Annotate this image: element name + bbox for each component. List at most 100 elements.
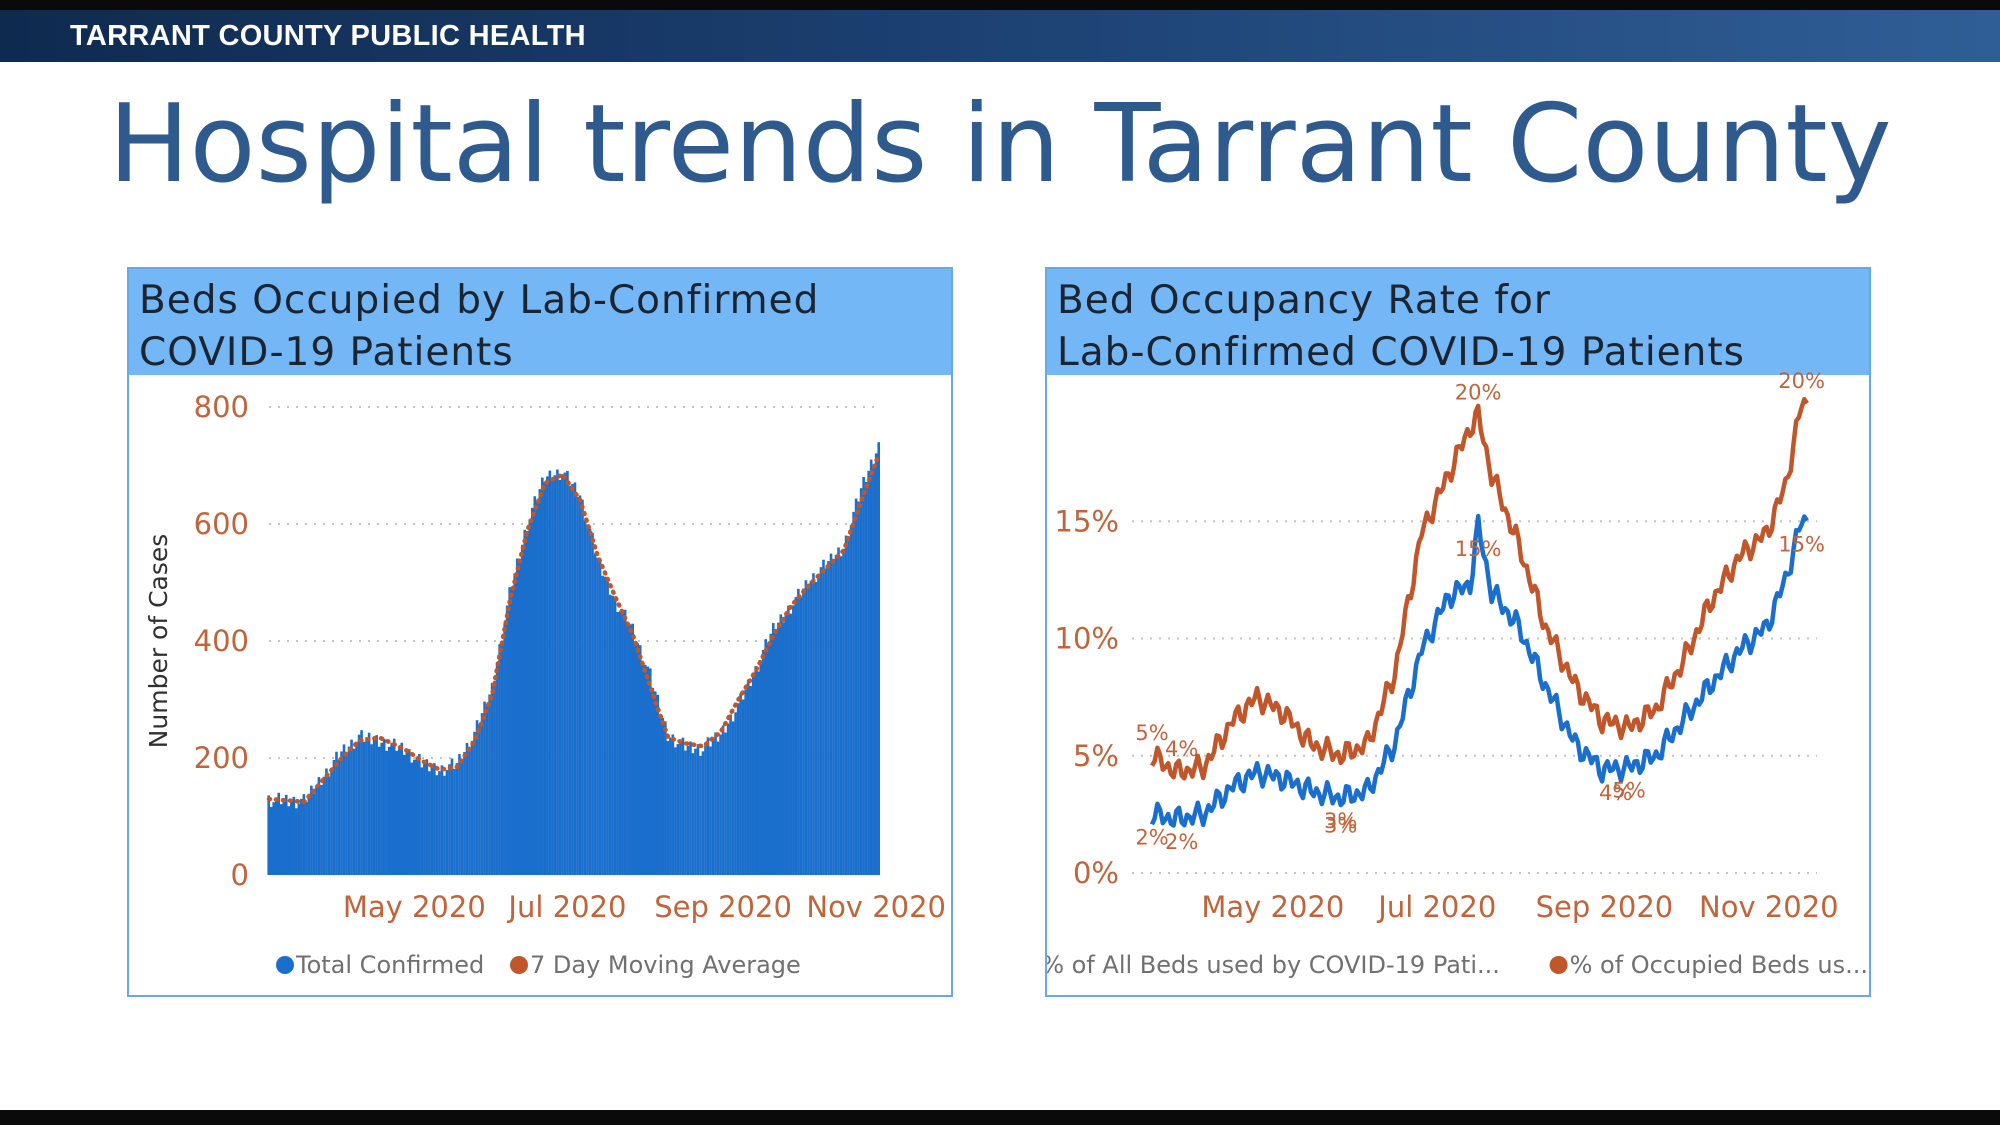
bar	[310, 785, 313, 875]
bar	[874, 453, 878, 875]
y-tick-label: 200	[194, 741, 249, 775]
bar	[495, 662, 499, 875]
y-tick-label: 10%	[1055, 622, 1119, 656]
bar	[385, 750, 388, 875]
data-label: 4%	[1599, 781, 1632, 805]
bar	[844, 535, 848, 875]
bar	[546, 476, 549, 875]
bar	[305, 802, 308, 875]
bar	[365, 737, 368, 875]
bar	[473, 731, 476, 875]
bar	[332, 759, 336, 875]
bar	[510, 588, 514, 875]
bar	[387, 746, 391, 875]
bar	[704, 744, 707, 875]
bar	[297, 803, 301, 875]
bar	[500, 642, 504, 875]
bar	[320, 784, 323, 875]
data-label: 5%	[1135, 721, 1168, 745]
bar	[528, 519, 532, 875]
bar	[543, 482, 547, 875]
bar	[455, 763, 459, 875]
bar	[711, 739, 715, 875]
bar	[626, 625, 629, 875]
bar	[759, 660, 763, 875]
bar	[355, 741, 358, 875]
bar	[779, 614, 783, 875]
bar	[488, 694, 491, 875]
bar	[433, 763, 436, 875]
bar	[731, 721, 735, 875]
bar	[764, 639, 768, 875]
bar	[782, 622, 785, 875]
bar	[360, 730, 363, 875]
bar	[463, 752, 466, 875]
bar	[395, 750, 399, 875]
bar	[854, 498, 858, 875]
bar	[267, 795, 270, 875]
bar	[633, 641, 637, 875]
bar	[485, 706, 489, 875]
bar	[407, 749, 411, 875]
bar	[774, 630, 778, 875]
occupancy-rate-chart: 0%5%10%15%5%2%4%2%3%3%20%15%5%4%20%15%Ma…	[1047, 369, 1868, 979]
bar	[812, 573, 815, 875]
bar	[287, 806, 291, 875]
bar	[852, 511, 855, 875]
bar	[345, 753, 348, 875]
bar	[832, 562, 835, 875]
bar	[307, 793, 311, 875]
bar	[460, 761, 464, 875]
bar	[603, 576, 607, 875]
bar	[671, 734, 675, 875]
bar	[611, 595, 614, 875]
bar	[330, 768, 333, 875]
bar	[465, 742, 469, 875]
bar	[593, 553, 597, 875]
bar	[621, 610, 624, 875]
data-label: 20%	[1455, 381, 1502, 405]
legend-marker-0	[276, 956, 294, 974]
bar	[551, 481, 554, 875]
bar	[588, 528, 592, 875]
bar	[598, 558, 602, 875]
bar	[676, 744, 680, 875]
bar	[648, 668, 652, 875]
bar	[415, 756, 419, 875]
bar	[608, 594, 612, 875]
bar	[651, 687, 655, 875]
bar	[440, 765, 444, 875]
bar	[756, 671, 760, 875]
chart-header: Bed Occupancy Rate for Lab-Confirmed COV…	[1047, 269, 1869, 375]
bar	[530, 507, 534, 875]
bar	[548, 470, 552, 875]
bar	[558, 479, 562, 875]
data-label: 15%	[1778, 532, 1825, 556]
bar	[616, 611, 619, 875]
data-label: 20%	[1778, 369, 1825, 393]
bar	[659, 714, 662, 875]
bar	[375, 735, 378, 875]
bar	[729, 714, 732, 875]
bar	[352, 748, 356, 875]
bar	[315, 785, 318, 875]
bar	[709, 746, 712, 875]
bar	[754, 666, 757, 875]
bar	[418, 754, 421, 875]
bar	[797, 588, 800, 875]
data-label: 5%	[1612, 778, 1645, 802]
bar	[714, 732, 717, 875]
data-label: 15%	[1455, 537, 1502, 561]
bar	[646, 666, 650, 875]
bar	[726, 723, 730, 875]
bar	[681, 737, 685, 875]
bar	[390, 742, 394, 875]
bar	[719, 734, 722, 875]
bar	[661, 717, 665, 875]
bar	[837, 547, 840, 875]
bar	[666, 740, 670, 875]
bar	[538, 489, 542, 875]
bar	[493, 680, 496, 875]
bar	[400, 742, 404, 875]
bar	[827, 561, 830, 875]
